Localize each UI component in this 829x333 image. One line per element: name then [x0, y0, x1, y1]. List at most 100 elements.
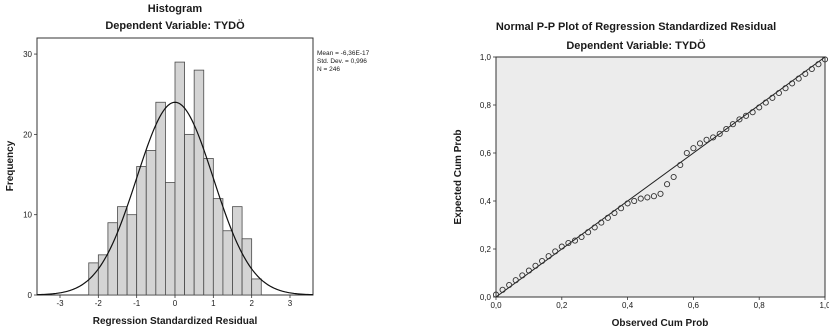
- pp-point: [539, 257, 546, 265]
- pp-x-tick-label: 0,4: [622, 301, 634, 310]
- histogram-bar: [212, 198, 224, 296]
- histogram-bars: [88, 61, 262, 296]
- pp-point: [571, 237, 579, 244]
- pp-point: [769, 94, 776, 101]
- pp-point: [664, 181, 671, 188]
- histogram-x-axis-label: Regression Standardized Residual: [93, 316, 258, 327]
- histogram-bar: [241, 238, 253, 296]
- histogram-bar: [107, 222, 118, 296]
- pp-point: [585, 229, 592, 236]
- pp-point: [762, 99, 769, 106]
- histogram-y-tick-label: 20: [23, 130, 32, 139]
- pp-point: [749, 109, 756, 116]
- histogram-y-axis-label: Frequency: [5, 140, 16, 191]
- histogram-title: Histogram: [148, 3, 203, 15]
- histogram-x-tick-label: 3: [288, 299, 293, 308]
- pp-point: [558, 243, 565, 250]
- histogram-x-tick-label: -1: [133, 299, 141, 308]
- pp-point: [815, 61, 822, 68]
- pp-x-tick-label: 0,8: [754, 301, 766, 310]
- pp-point: [696, 140, 704, 147]
- pp-point: [657, 190, 664, 197]
- pp-point: [775, 89, 782, 97]
- histogram-bar: [165, 182, 176, 296]
- pp-point: [723, 125, 730, 133]
- pp-point: [795, 75, 802, 82]
- pp-y-axis-label: Expected Cum Prob: [453, 129, 464, 224]
- pp-point: [802, 70, 809, 77]
- pp-y-tick-label: 0,2: [480, 245, 492, 254]
- pp-point: [512, 277, 519, 284]
- histogram-x-tick-label: 0: [173, 299, 178, 308]
- pp-point: [611, 209, 618, 217]
- pp-y-tick-label: 0,8: [480, 101, 492, 110]
- histogram-x-tick-label: -2: [95, 299, 103, 308]
- pp-y-tick-label: 0,6: [480, 149, 492, 158]
- histogram-bar: [203, 158, 214, 296]
- pp-x-tick-label: 1,0: [819, 301, 829, 310]
- pp-y-ticks: 0,0 0,2 0,4 0,6 0,8 1,0: [480, 53, 496, 302]
- pp-point: [637, 195, 644, 202]
- histogram-bar: [174, 61, 185, 296]
- pp-point: [677, 161, 684, 169]
- pp-y-tick-label: 1,0: [480, 53, 492, 62]
- pp-point: [617, 205, 625, 212]
- pp-point: [703, 136, 710, 143]
- pp-point: [552, 248, 559, 255]
- pp-plot-chart: Normal P-P Plot of Regression Standardiz…: [453, 21, 829, 329]
- histogram-x-tick-label: 1: [211, 299, 216, 308]
- histogram-bar: [155, 101, 166, 296]
- pp-point: [545, 253, 552, 260]
- histogram-bar: [126, 214, 138, 296]
- histogram-bar: [184, 133, 195, 296]
- histogram-subtitle: Dependent Variable: TYDÖ: [105, 19, 245, 32]
- histogram-chart: Histogram Dependent Variable: TYDÖ -3 -2 -…: [5, 3, 370, 327]
- histogram-x-tick-label: -3: [56, 299, 64, 308]
- pp-plot-subtitle: Dependent Variable: TYDÖ: [566, 39, 706, 52]
- stat-std-dev: Std. Dev. = 0,996: [317, 58, 367, 65]
- pp-point: [506, 281, 513, 289]
- pp-x-axis-label: Observed Cum Prob: [612, 318, 709, 329]
- histogram-bar: [222, 230, 233, 296]
- pp-point: [578, 233, 585, 241]
- pp-point: [519, 272, 526, 279]
- pp-point: [736, 116, 743, 123]
- pp-x-ticks: 0,0 0,2 0,4 0,6 0,8 1,0: [490, 297, 829, 310]
- pp-x-tick-label: 0,6: [688, 301, 700, 310]
- pp-point: [808, 65, 815, 73]
- pp-point: [821, 56, 829, 63]
- pp-point: [565, 239, 572, 247]
- pp-point: [631, 197, 638, 205]
- pp-point: [729, 121, 736, 128]
- pp-point: [782, 85, 789, 92]
- pp-point: [650, 193, 657, 200]
- pp-point: [644, 194, 651, 201]
- pp-points: [492, 56, 829, 298]
- pp-point: [525, 267, 532, 274]
- pp-point: [624, 200, 631, 207]
- histogram-x-ticks: -3 -2 -1 0 1 2 3: [56, 295, 293, 308]
- pp-plot-title: Normal P-P Plot of Regression Standardiz…: [496, 21, 776, 33]
- pp-point: [598, 219, 605, 226]
- pp-point: [789, 80, 796, 87]
- pp-x-tick-label: 0,2: [556, 301, 568, 310]
- histogram-bar: [193, 69, 205, 296]
- pp-point: [683, 149, 690, 157]
- pp-point: [670, 173, 677, 181]
- histogram-y-ticks: 0 10 20 30: [23, 50, 37, 300]
- normal-curve: [36, 101, 314, 296]
- pp-point: [499, 286, 506, 293]
- histogram-bar: [136, 166, 147, 296]
- pp-point: [690, 145, 697, 152]
- pp-y-tick-label: 0,0: [480, 293, 492, 302]
- pp-point: [591, 224, 598, 231]
- histogram-bar: [145, 150, 157, 296]
- pp-point: [710, 134, 717, 141]
- pp-point: [532, 262, 539, 269]
- pp-x-tick-label: 0,0: [490, 301, 502, 310]
- pp-point: [756, 104, 763, 111]
- histogram-bar: [251, 278, 262, 296]
- histogram-y-tick-label: 30: [23, 50, 32, 59]
- histogram-y-tick-label: 0: [28, 291, 33, 300]
